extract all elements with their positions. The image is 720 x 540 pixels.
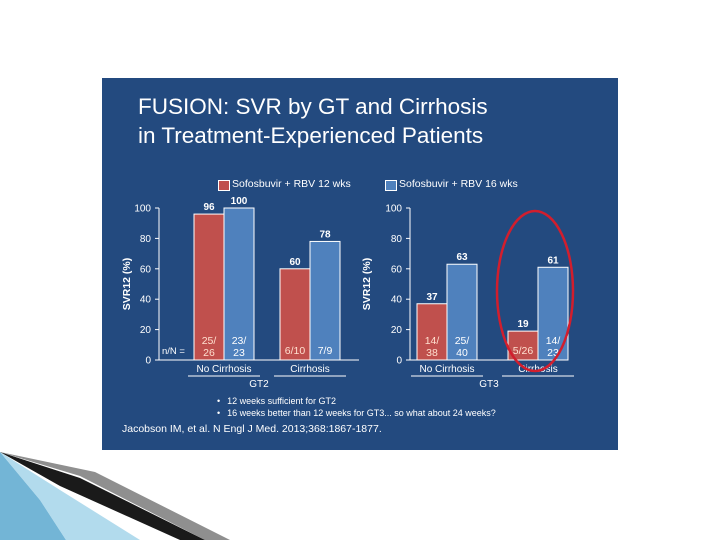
y-tick-label: 20 bbox=[391, 325, 403, 336]
y-axis-label: SVR12 (%) bbox=[361, 258, 373, 311]
n-over-n-label: 23/ bbox=[232, 335, 247, 347]
n-over-n-label: 25/ bbox=[202, 335, 217, 347]
citation-text: Jacobson IM, et al. N Engl J Med. 2013;3… bbox=[122, 423, 382, 435]
y-tick-label: 60 bbox=[391, 264, 403, 275]
slide-title-line-1: FUSION: SVR by GT and Cirrhosis bbox=[138, 94, 488, 119]
slide-title-line-2: in Treatment-Experienced Patients bbox=[138, 123, 484, 148]
bar bbox=[279, 268, 311, 361]
n-over-n-label: 14/ bbox=[546, 335, 561, 347]
y-tick-label: 40 bbox=[140, 295, 152, 306]
legend-swatch-16wks bbox=[385, 180, 397, 191]
legend-label-16wks: Sofosbuvir + RBV 16 wks bbox=[399, 178, 518, 190]
takeaway-bullets: 12 weeks sufficient for GT2 16 weeks bet… bbox=[217, 395, 496, 419]
n-over-n-label: 26 bbox=[203, 347, 215, 359]
bar-value-label: 63 bbox=[456, 252, 468, 263]
bullet-gt2: 12 weeks sufficient for GT2 bbox=[217, 395, 496, 407]
bullet-gt3: 16 weeks better than 12 weeks for GT3...… bbox=[217, 407, 496, 419]
bar-value-label: 37 bbox=[426, 292, 438, 303]
bar-value-label: 96 bbox=[203, 202, 215, 213]
x-category-label: No Cirrhosis bbox=[419, 364, 474, 375]
n-over-n-prefix: n/N = bbox=[162, 346, 185, 357]
bar-value-label: 61 bbox=[547, 255, 559, 266]
bar bbox=[416, 303, 448, 361]
y-tick-label: 0 bbox=[396, 356, 402, 367]
x-group-label: GT3 bbox=[479, 379, 499, 390]
bar-value-label: 60 bbox=[289, 257, 301, 268]
legend-label-12wks: Sofosbuvir + RBV 12 wks bbox=[232, 178, 351, 190]
y-tick-label: 100 bbox=[134, 204, 151, 215]
bar-value-label: 78 bbox=[319, 229, 331, 240]
bar bbox=[223, 207, 255, 361]
x-category-label: Cirrhosis bbox=[518, 364, 557, 375]
bar-value-label: 100 bbox=[231, 196, 248, 207]
y-tick-label: 60 bbox=[140, 264, 152, 275]
bar bbox=[193, 213, 225, 361]
n-over-n-label: 23 bbox=[233, 347, 245, 359]
y-tick-label: 100 bbox=[385, 204, 402, 215]
legend-swatch-12wks bbox=[218, 180, 230, 191]
n-over-n-label: 5/26 bbox=[513, 345, 534, 357]
x-group-label: GT2 bbox=[249, 379, 269, 390]
slide-panel: FUSION: SVR by GT and Cirrhosis in Treat… bbox=[102, 78, 618, 450]
y-tick-label: 20 bbox=[140, 325, 152, 336]
x-category-label: Cirrhosis bbox=[290, 364, 329, 375]
y-tick-label: 80 bbox=[391, 234, 403, 245]
n-over-n-label: 14/ bbox=[425, 335, 440, 347]
y-tick-label: 80 bbox=[140, 234, 152, 245]
bar bbox=[446, 263, 478, 361]
n-over-n-label: 6/10 bbox=[285, 345, 306, 357]
n-over-n-label: 40 bbox=[456, 347, 468, 359]
n-over-n-label: 23 bbox=[547, 347, 559, 359]
chart-area: 0 20 40 60 80 100 SVR12 (%) 96 25/26 100 23/23 No C… bbox=[121, 196, 575, 390]
n-over-n-label: 7/9 bbox=[318, 345, 333, 357]
slide-title: FUSION: SVR by GT and Cirrhosis in Treat… bbox=[138, 92, 608, 150]
y-tick-label: 40 bbox=[391, 295, 403, 306]
n-over-n-label: 38 bbox=[426, 347, 438, 359]
bar bbox=[309, 240, 341, 361]
bar-value-label: 19 bbox=[517, 319, 529, 330]
n-over-n-label: 25/ bbox=[455, 335, 470, 347]
y-axis-label: SVR12 (%) bbox=[121, 258, 133, 311]
red-ellipse-highlight-icon bbox=[495, 209, 575, 373]
y-tick-label: 0 bbox=[145, 356, 151, 367]
x-category-label: No Cirrhosis bbox=[196, 364, 251, 375]
